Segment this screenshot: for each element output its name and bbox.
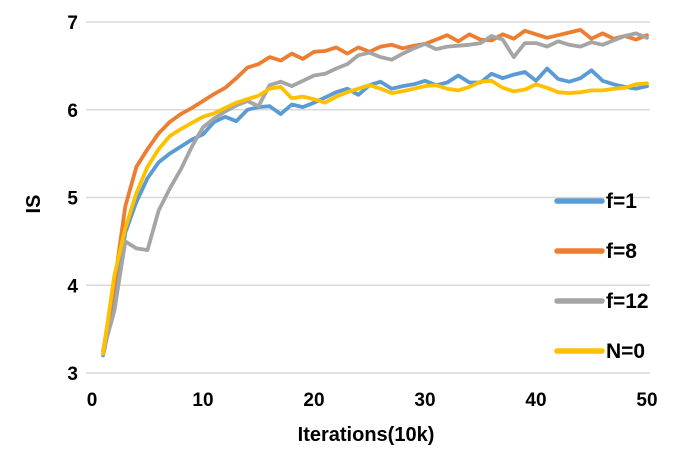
y-tick-label-4: 4 — [67, 276, 78, 297]
legend-item-N0: N=0 — [554, 340, 645, 363]
series-line-f8 — [101, 27, 649, 354]
x-tick-label-0: 0 — [87, 390, 98, 411]
legend-label-f12: f=12 — [606, 290, 649, 313]
x-tick-label-20: 20 — [303, 390, 324, 411]
x-tick-label-40: 40 — [525, 390, 546, 411]
y-tick-label-5: 5 — [67, 189, 78, 210]
legend-item-f12: f=12 — [554, 290, 649, 313]
series-line-f12 — [101, 31, 649, 354]
legend-label-N0: N=0 — [606, 340, 645, 363]
x-tick-label-30: 30 — [414, 390, 435, 411]
series-line-f1 — [101, 66, 649, 358]
legend-item-f1: f=1 — [554, 190, 637, 213]
y-axis-tick-labels: 3 4 5 6 7 — [67, 13, 78, 385]
x-tick-label-10: 10 — [192, 390, 213, 411]
legend-label-f1: f=1 — [606, 190, 637, 213]
legend-label-f8: f=8 — [606, 240, 637, 263]
y-axis-title: IS — [23, 195, 45, 214]
x-tick-label-50: 50 — [636, 390, 657, 411]
gridlines — [86, 21, 650, 374]
x-axis-title: Iterations(10k) — [298, 424, 435, 446]
legend: f=1 f=8 f=12 N=0 — [554, 190, 649, 363]
x-axis-tick-labels: 0 10 20 30 40 50 — [87, 390, 658, 411]
legend-item-f8: f=8 — [554, 240, 637, 263]
series-lines — [101, 27, 649, 358]
y-tick-label-6: 6 — [67, 101, 78, 122]
series-line-N0 — [101, 78, 649, 356]
y-tick-label-7: 7 — [67, 13, 78, 34]
y-tick-label-3: 3 — [67, 364, 78, 385]
